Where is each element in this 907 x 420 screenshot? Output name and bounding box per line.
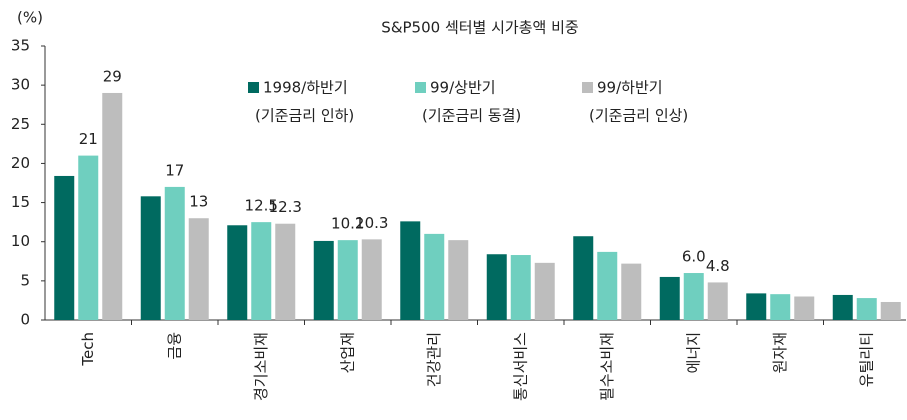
x-tick-label: 경기소비재 <box>252 332 270 401</box>
legend-label: 99/상반기 <box>430 79 496 97</box>
bar <box>313 240 334 320</box>
bar <box>102 92 123 320</box>
value-label: 21 <box>79 130 98 148</box>
x-tick-label: 통신서비스 <box>511 332 529 401</box>
bar <box>597 251 618 320</box>
value-label: 10.2 <box>331 215 364 233</box>
bar <box>880 301 901 320</box>
bar <box>510 255 531 320</box>
y-tick-label: 10 <box>11 232 30 250</box>
x-tick-label: 원자재 <box>771 332 789 373</box>
bar <box>770 294 791 320</box>
y-tick-label: 0 <box>20 311 30 329</box>
legend-sublabel: (기준금리 인하) <box>255 107 354 125</box>
bar <box>573 236 594 320</box>
bar <box>337 240 358 320</box>
x-tick-label: 산업재 <box>338 332 356 373</box>
y-tick-label: 35 <box>11 37 30 55</box>
legend-swatch <box>248 82 259 93</box>
bar <box>707 282 728 320</box>
bar <box>54 175 75 320</box>
x-tick-label: 에너지 <box>684 332 702 373</box>
bar <box>486 254 507 320</box>
bar <box>251 222 272 320</box>
bar <box>534 262 555 320</box>
legend-sublabel: (기준금리 동결) <box>422 107 521 125</box>
y-tick-label: 5 <box>20 271 30 289</box>
value-label: 13 <box>189 193 208 211</box>
y-tick-label: 15 <box>11 193 30 211</box>
bar <box>448 240 469 320</box>
bar <box>832 294 853 320</box>
bar <box>683 273 704 320</box>
y-tick-label: 20 <box>11 154 30 172</box>
bar <box>164 186 185 320</box>
x-tick-label: 유틸리티 <box>857 332 875 387</box>
x-tick-label: 필수소비재 <box>598 332 616 401</box>
bar <box>188 218 209 320</box>
legend-label: 99/하반기 <box>597 79 663 97</box>
y-axis-label: (%) <box>17 9 43 27</box>
bar <box>424 233 445 320</box>
x-tick-label: 금융 <box>165 332 183 360</box>
value-label: 12.5 <box>245 197 278 215</box>
bar <box>794 296 815 320</box>
bar <box>78 155 99 320</box>
chart-title: S&P500 섹터별 시가총액 비중 <box>381 19 578 37</box>
bar <box>856 298 877 320</box>
bar <box>621 263 642 320</box>
legend-sublabel: (기준금리 인상) <box>589 107 688 125</box>
x-tick-label: Tech <box>79 332 97 367</box>
x-tick-label: 건강관리 <box>425 332 443 387</box>
value-label: 4.8 <box>706 257 730 275</box>
legend-label: 1998/하반기 <box>263 79 348 97</box>
bar <box>400 221 421 320</box>
y-tick-label: 30 <box>11 76 30 94</box>
bar <box>361 239 382 320</box>
bar <box>140 196 161 320</box>
value-label: 10.3 <box>355 214 388 232</box>
bar <box>746 293 767 320</box>
value-label: 29 <box>103 67 122 85</box>
legend-swatch <box>415 82 426 93</box>
legend-swatch <box>582 82 593 93</box>
bar <box>227 225 248 320</box>
y-tick-label: 25 <box>11 115 30 133</box>
value-label: 6.0 <box>682 248 706 266</box>
bar <box>659 276 680 320</box>
value-label: 12.3 <box>269 198 302 216</box>
value-label: 17 <box>165 161 184 179</box>
bar <box>275 223 296 320</box>
